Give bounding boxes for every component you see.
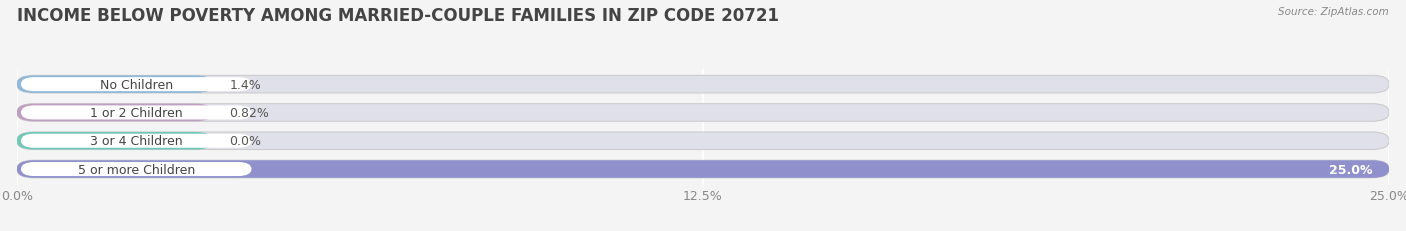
FancyBboxPatch shape	[17, 76, 1389, 94]
FancyBboxPatch shape	[17, 161, 1389, 178]
FancyBboxPatch shape	[17, 104, 1389, 122]
Text: 1 or 2 Children: 1 or 2 Children	[90, 106, 183, 119]
FancyBboxPatch shape	[17, 161, 1389, 178]
FancyBboxPatch shape	[17, 132, 1389, 150]
FancyBboxPatch shape	[17, 132, 212, 150]
Text: 3 or 4 Children: 3 or 4 Children	[90, 135, 183, 148]
FancyBboxPatch shape	[21, 134, 252, 148]
Text: 5 or more Children: 5 or more Children	[77, 163, 195, 176]
FancyBboxPatch shape	[17, 104, 212, 122]
Text: 0.0%: 0.0%	[229, 135, 262, 148]
FancyBboxPatch shape	[21, 162, 252, 176]
Text: 0.82%: 0.82%	[229, 106, 269, 119]
FancyBboxPatch shape	[21, 78, 252, 92]
Text: 25.0%: 25.0%	[1329, 163, 1372, 176]
FancyBboxPatch shape	[21, 106, 252, 120]
Text: No Children: No Children	[100, 78, 173, 91]
Text: 1.4%: 1.4%	[229, 78, 262, 91]
Text: Source: ZipAtlas.com: Source: ZipAtlas.com	[1278, 7, 1389, 17]
FancyBboxPatch shape	[17, 76, 212, 94]
Text: INCOME BELOW POVERTY AMONG MARRIED-COUPLE FAMILIES IN ZIP CODE 20721: INCOME BELOW POVERTY AMONG MARRIED-COUPL…	[17, 7, 779, 25]
